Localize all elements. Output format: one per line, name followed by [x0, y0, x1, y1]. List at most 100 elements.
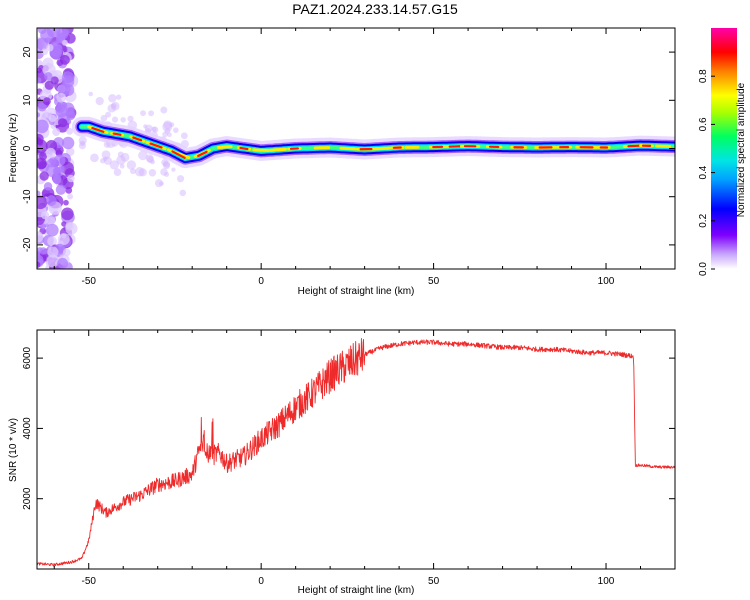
snr-frame — [36, 329, 676, 570]
heatmap-noise-cell — [140, 110, 146, 117]
heatmap-noise-cell — [111, 116, 119, 123]
heatmap-noise-cell — [105, 111, 111, 118]
heatmap-ridge-peak — [339, 146, 357, 151]
heatmap-noise-cell — [39, 247, 48, 255]
heatmap-noise-cell — [45, 223, 59, 237]
heatmap-ridge-max — [91, 126, 105, 133]
heatmap-noise-cell — [46, 43, 54, 52]
spectrogram-y-tick-label: 0 — [22, 145, 33, 151]
heatmap-noise-cell — [61, 207, 74, 221]
heatmap-noise-cell — [42, 63, 56, 77]
heatmap-ridge-max — [132, 136, 143, 142]
heatmap-noise-cell — [144, 124, 153, 133]
heatmap-noise-cell — [39, 171, 49, 181]
heatmap-noise-cell — [167, 132, 172, 138]
heatmap-ridge-max — [197, 150, 208, 157]
colorbar-tick-label: 0.2 — [698, 213, 709, 227]
heatmap-noise-cell — [138, 150, 148, 161]
spectrogram-y-tick-label: -10 — [22, 189, 33, 204]
heatmap-noise-cell — [37, 102, 47, 112]
heatmap-noise-cell — [45, 147, 56, 158]
heatmap-noise-cell — [90, 153, 99, 163]
heatmap-noise-cell — [44, 72, 53, 81]
heatmap-noise-cell — [102, 156, 108, 162]
snr-x-axis-label: Height of straight line (km) — [298, 585, 415, 596]
page-title: PAZ1.2024.233.14.57.G15 — [292, 1, 458, 17]
heatmap-noise-cell — [37, 119, 49, 134]
spectrogram-x-tick-label: 50 — [428, 276, 440, 287]
snr-y-tick-label: 4000 — [22, 417, 33, 440]
heatmap-noise-cell — [113, 168, 122, 177]
heatmap-noise-cell — [53, 154, 66, 167]
heatmap-noise-cell — [61, 221, 67, 227]
spectrogram-x-tick-label: 100 — [598, 276, 615, 287]
heatmap-noise-cell — [176, 175, 185, 183]
heatmap-ridge-max — [627, 144, 642, 148]
snr-x-tick-label: 50 — [428, 576, 440, 587]
heatmap-noise-cell — [37, 112, 41, 118]
heatmap-noise-cell — [162, 131, 168, 138]
heatmap-noise-cell — [46, 254, 60, 268]
spectrogram-x-axis-label: Height of straight line (km) — [298, 286, 415, 297]
heatmap-noise-cell — [115, 94, 122, 100]
heatmap-noise-cell — [100, 114, 108, 122]
heatmap-ridge-max — [112, 132, 122, 136]
heatmap-noise-cell — [154, 179, 163, 188]
heatmap-noise-cell — [62, 39, 68, 46]
spectrogram-y-tick-label: 10 — [22, 94, 33, 106]
heatmap-noise-cell — [57, 118, 68, 128]
heatmap-noise-cell — [47, 236, 58, 247]
heatmap-noise-cell — [119, 163, 125, 169]
heatmap-noise-cell — [108, 94, 117, 103]
heatmap-noise-cell — [48, 114, 57, 123]
spectrogram-y-axis-label: Frequency (Hz) — [8, 114, 19, 183]
heatmap-noise-cell — [67, 193, 74, 200]
heatmap-noise-cell — [110, 101, 120, 111]
heatmap-noise-cell — [53, 176, 61, 184]
heatmap-noise-cell — [46, 195, 57, 206]
heatmap-noise-cell — [150, 159, 155, 165]
colorbar-tick-label: 0.4 — [698, 165, 709, 179]
spectrogram-axes: -50 0 50 100 -20 -10 0 10 20 — [22, 28, 676, 287]
colorbar-label: Normalized spectral amplitude — [736, 82, 747, 217]
heatmap-noise-cell — [171, 167, 176, 172]
snr-x-tick-label: -50 — [82, 576, 97, 587]
heatmap-noise-cell — [38, 152, 48, 161]
snr-y-axis-label: SNR (10 * v/v) — [8, 418, 19, 482]
heatmap-noise-cell — [116, 155, 126, 165]
heatmap-noise-cell — [180, 132, 188, 140]
heatmap-ridge-peak — [374, 146, 392, 151]
heatmap-noise-cell — [56, 28, 69, 40]
heatmap-noise-cell — [37, 139, 48, 154]
heatmap-noise-cell — [78, 136, 87, 145]
heatmap-noise-cell — [56, 92, 67, 103]
heatmap-noise-cell — [52, 128, 61, 137]
heatmap-noise-cell — [160, 106, 168, 114]
colorbar-gradient — [711, 28, 737, 269]
heatmap-noise-cell — [49, 157, 57, 165]
heatmap-noise-cell — [57, 257, 69, 269]
heatmap-noise-cell — [101, 150, 111, 160]
heatmap-ridge-max — [149, 142, 163, 149]
colorbar-ticks: 0.0 0.2 0.4 0.6 0.8 — [698, 69, 715, 276]
snr-y-tick-label: 2000 — [22, 487, 33, 510]
heatmap-noise-cell — [151, 126, 157, 132]
heatmap-ridge-peak — [268, 147, 287, 152]
heatmap-noise-cell — [62, 248, 71, 257]
heatmap-noise-cell — [55, 103, 66, 114]
heatmap-noise-cell — [40, 223, 47, 230]
heatmap-noise-cell — [61, 136, 75, 150]
heatmap-noise-cell — [179, 189, 187, 197]
heatmap-noise-cell — [163, 120, 172, 129]
heatmap-noise-cell — [40, 211, 50, 220]
snr-x-tick-label: 100 — [598, 576, 615, 587]
spectrogram-y-tick-label: 20 — [22, 46, 33, 58]
heatmap-noise-cell — [148, 169, 157, 177]
heatmap-noise-cell — [109, 160, 119, 170]
heatmap-noise-cell — [66, 127, 74, 135]
heatmap-ridge-peak — [252, 148, 270, 152]
snr-series-line — [37, 338, 675, 567]
heatmap-noise-cell — [78, 142, 87, 150]
spectrogram-heatmap — [37, 28, 675, 269]
heatmap-noise-cell — [55, 184, 67, 195]
